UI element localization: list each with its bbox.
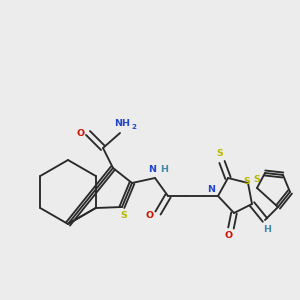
Text: H: H [160, 166, 168, 175]
Text: N: N [207, 184, 215, 194]
Text: S: S [254, 176, 260, 184]
Text: O: O [77, 128, 85, 137]
Text: S: S [217, 149, 224, 158]
Text: N: N [148, 166, 156, 175]
Text: O: O [146, 211, 154, 220]
Text: S: S [244, 178, 250, 187]
Text: H: H [263, 224, 271, 233]
Text: 2: 2 [131, 124, 136, 130]
Text: NH: NH [114, 119, 130, 128]
Text: S: S [121, 212, 128, 220]
Text: O: O [225, 232, 233, 241]
